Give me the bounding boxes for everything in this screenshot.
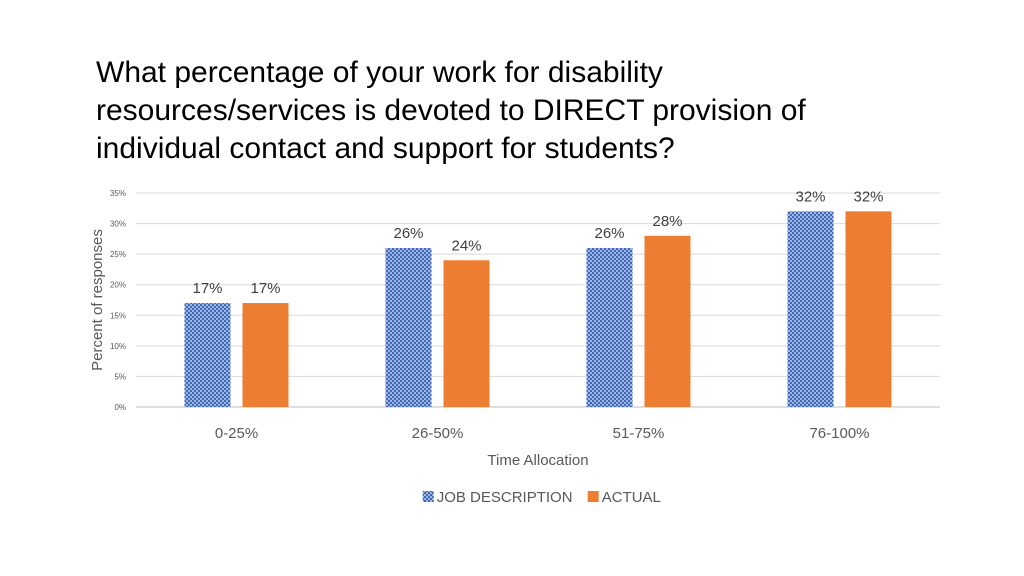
legend-swatch (422, 491, 434, 502)
title-line-3: individual contact and support for stude… (96, 132, 675, 165)
bar (586, 248, 633, 407)
y-tick-label: 5% (114, 372, 126, 381)
data-label: 32% (853, 188, 883, 205)
data-label: 28% (652, 213, 682, 230)
bar (443, 260, 490, 407)
bar (787, 211, 834, 407)
x-axis-title: Time Allocation (487, 452, 588, 469)
data-labels: 17% 17% 26% 24% 26% 28% 32% 32% (192, 188, 883, 297)
category-label: 76-100% (809, 425, 869, 442)
title-line-1: What percentage of your work for disabil… (96, 56, 663, 89)
y-tick-label: 20% (110, 281, 126, 290)
title-line-2: resources/services is devoted to DIRECT … (96, 94, 806, 127)
data-label: 17% (192, 280, 222, 297)
legend-label: JOB DESCRIPTION (437, 489, 573, 506)
legend-label: ACTUAL (602, 489, 661, 506)
legend-swatch (587, 491, 599, 502)
y-tick-label: 35% (110, 189, 126, 198)
data-label: 26% (393, 225, 423, 242)
bars (184, 211, 892, 407)
data-label: 32% (795, 188, 825, 205)
y-tick-label: 25% (110, 250, 126, 259)
legend: JOB DESCRIPTION ACTUAL (422, 489, 661, 506)
category-label: 26-50% (412, 425, 464, 442)
y-tick-label: 10% (110, 342, 126, 351)
category-labels: 0-25% 26-50% 51-75% 76-100% (215, 425, 870, 442)
data-label: 26% (594, 225, 624, 242)
data-label: 24% (451, 237, 481, 254)
category-label: 0-25% (215, 425, 258, 442)
y-tick-labels: 0% 5% 10% 15% 20% 25% 30% 35% (110, 189, 126, 412)
bar (242, 303, 289, 407)
y-tick-label: 15% (110, 311, 126, 320)
y-tick-label: 30% (110, 220, 126, 229)
bar (845, 211, 892, 407)
bar (385, 248, 432, 407)
y-tick-label: 0% (114, 403, 126, 412)
bar (644, 235, 691, 407)
category-label: 51-75% (613, 425, 665, 442)
bar (184, 303, 231, 407)
data-label: 17% (250, 280, 280, 297)
slide-title: What percentage of your work for disabil… (96, 54, 916, 168)
y-axis-title: Percent of responses (89, 229, 106, 371)
